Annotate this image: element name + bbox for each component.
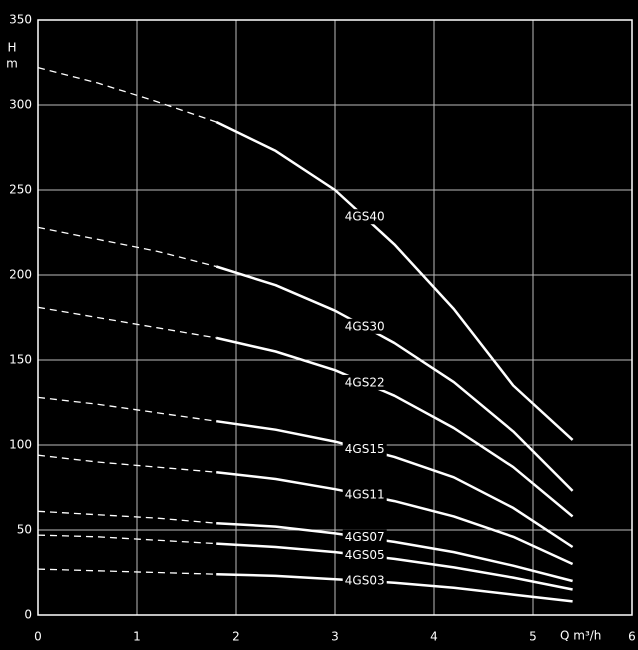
curve-dashed bbox=[37, 396, 217, 422]
series-label: 4GS11 bbox=[345, 488, 385, 502]
y-axis-label: H bbox=[7, 41, 16, 55]
x-axis-label: Q m³/h bbox=[560, 629, 601, 643]
y-tick-label: 50 bbox=[17, 523, 32, 537]
label-background bbox=[342, 547, 387, 563]
curve-dashed bbox=[37, 226, 217, 268]
curve bbox=[216, 521, 573, 583]
label-background bbox=[342, 318, 387, 334]
x-tick-label: 2 bbox=[232, 630, 240, 644]
y-axis-label: m bbox=[6, 57, 18, 71]
series-label: 4GS40 bbox=[345, 210, 385, 224]
x-tick-label: 0 bbox=[34, 630, 42, 644]
x-tick-label: 4 bbox=[430, 630, 438, 644]
curve bbox=[216, 542, 573, 591]
x-tick-label: 5 bbox=[529, 630, 537, 644]
series-label: 4GS30 bbox=[345, 319, 385, 333]
curve-dashed bbox=[37, 534, 217, 545]
x-tick-label: 3 bbox=[331, 630, 339, 644]
x-tick-label: 6 bbox=[628, 630, 636, 644]
y-tick-label: 300 bbox=[9, 98, 32, 112]
label-background bbox=[342, 374, 387, 390]
curve bbox=[215, 265, 574, 492]
curve-dashed bbox=[37, 66, 217, 123]
plot-frame bbox=[37, 19, 633, 616]
curve bbox=[215, 336, 574, 518]
label-background bbox=[342, 573, 387, 588]
y-tick-label: 0 bbox=[24, 608, 32, 622]
series-label: 4GS05 bbox=[345, 548, 385, 562]
y-tick-label: 250 bbox=[9, 183, 32, 197]
curve-dashed bbox=[37, 510, 217, 524]
y-tick-label: 200 bbox=[9, 268, 32, 282]
label-background bbox=[342, 529, 387, 545]
y-tick-label: 350 bbox=[9, 13, 32, 27]
curve bbox=[216, 572, 573, 603]
curve-dashed bbox=[37, 306, 217, 339]
label-background bbox=[342, 441, 387, 457]
series-label: 4GS07 bbox=[345, 530, 385, 544]
curve-dashed bbox=[37, 568, 217, 575]
series-label: 4GS03 bbox=[345, 574, 385, 588]
series-label: 4GS22 bbox=[345, 375, 385, 389]
y-tick-label: 100 bbox=[9, 438, 32, 452]
curve-dashed bbox=[37, 454, 217, 473]
x-tick-label: 1 bbox=[133, 630, 141, 644]
curve bbox=[216, 419, 574, 549]
label-background bbox=[342, 487, 387, 503]
series-label: 4GS15 bbox=[345, 442, 385, 456]
label-background bbox=[342, 209, 387, 225]
y-tick-label: 150 bbox=[9, 353, 32, 367]
curve bbox=[215, 120, 574, 441]
curve bbox=[216, 470, 574, 566]
